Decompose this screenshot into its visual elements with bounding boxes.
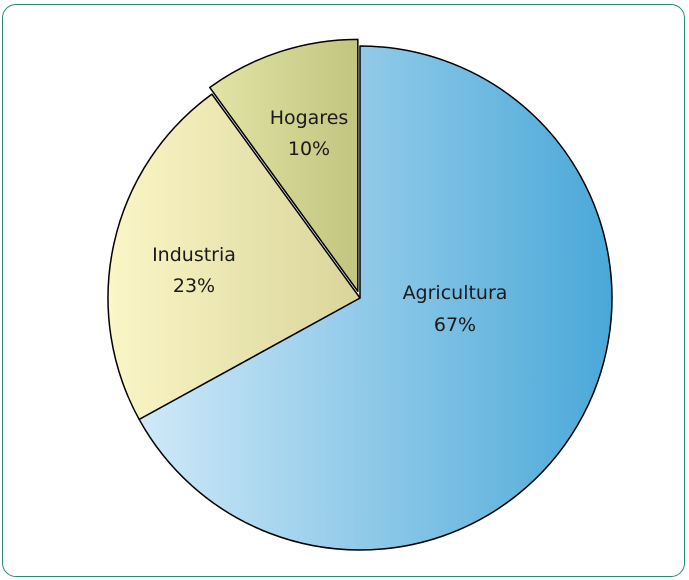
slice-value-hogares: 10%	[288, 138, 330, 160]
slice-label-hogares: Hogares	[270, 107, 349, 129]
slice-value-agricultura: 67%	[434, 314, 476, 336]
slice-value-industria: 23%	[173, 275, 215, 297]
pie-slice-industria	[107, 93, 361, 421]
slice-label-agricultura: Agricultura	[403, 282, 508, 304]
slice-label-industria: Industria	[152, 244, 236, 266]
pie-slice-hogares	[208, 38, 359, 293]
pie-slice-agricultura	[138, 45, 613, 551]
